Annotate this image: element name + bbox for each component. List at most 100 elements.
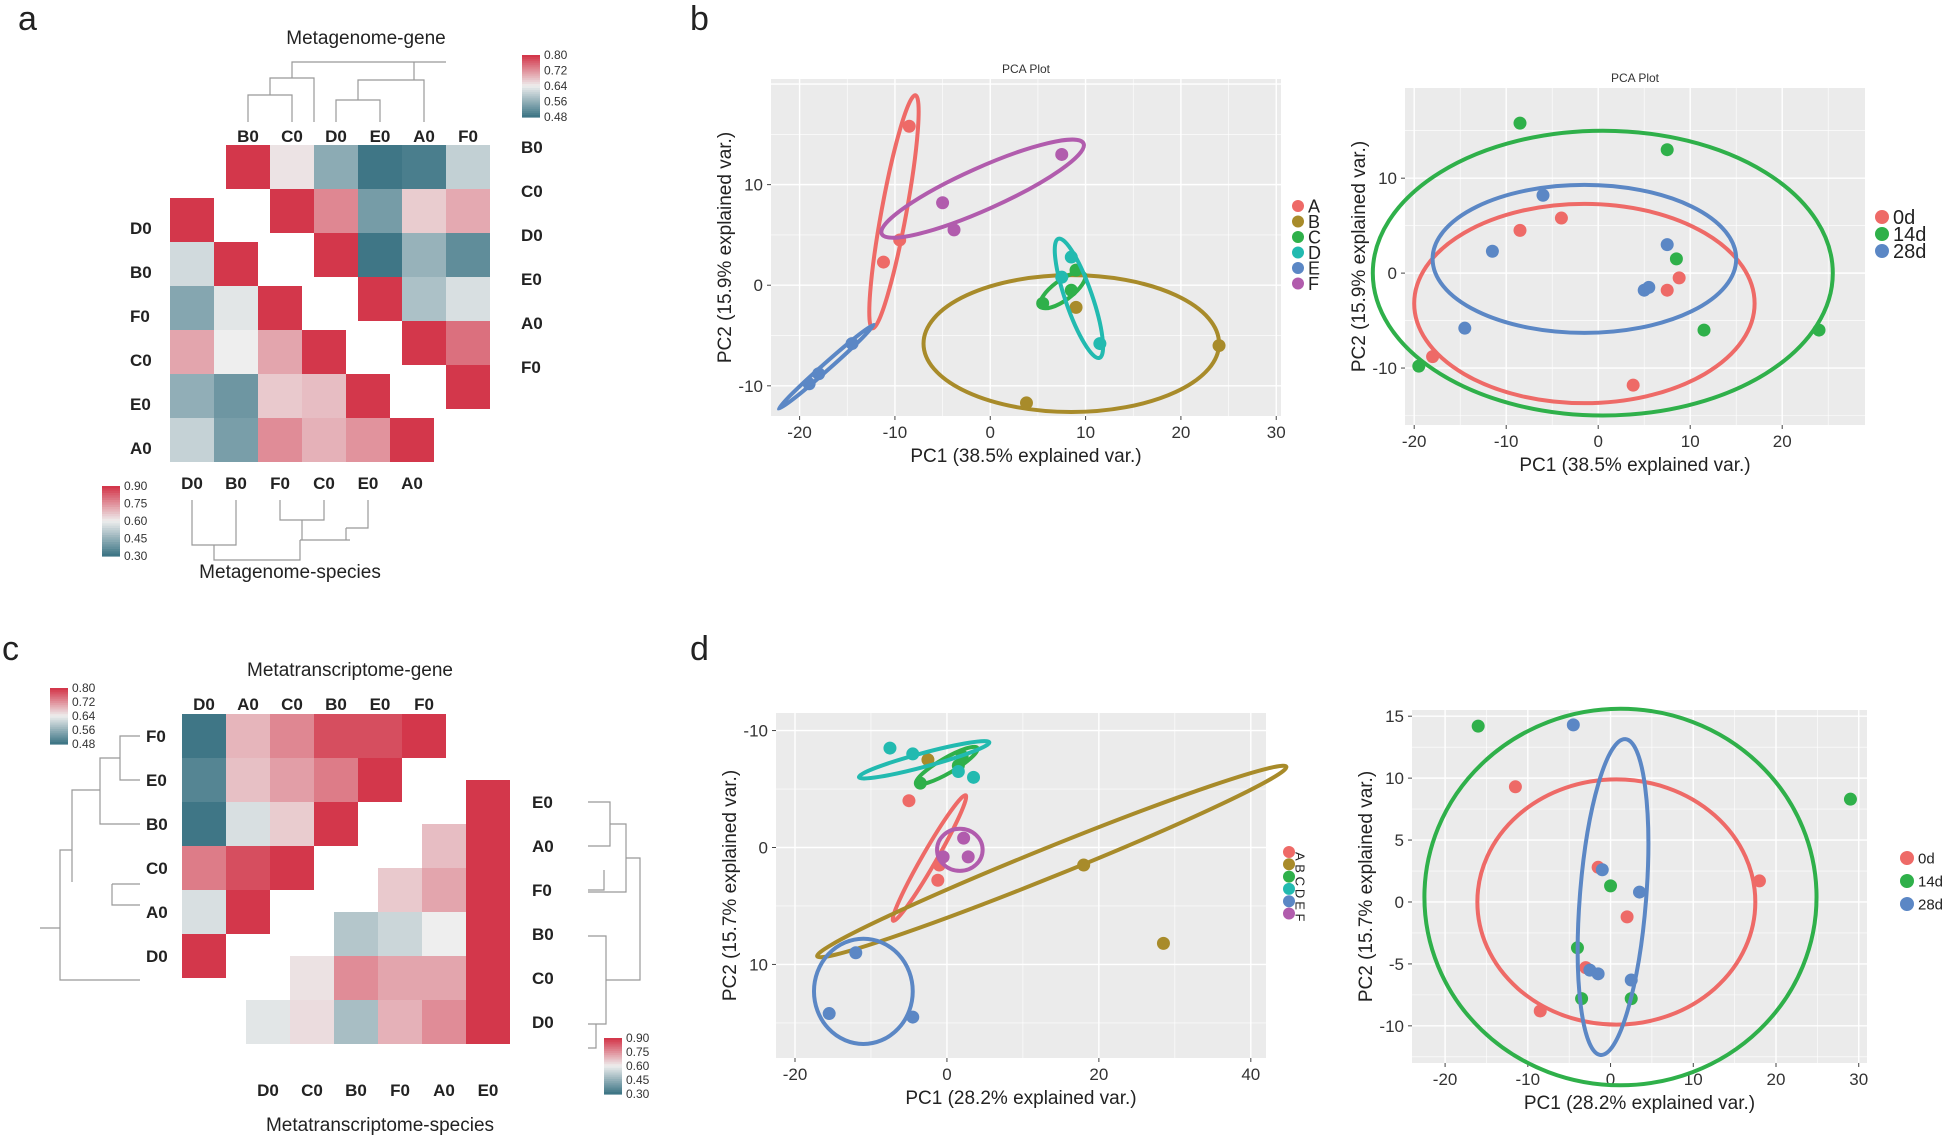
heatmap-row-label: B0 — [146, 815, 168, 834]
colorbar-tick-label: 0.90 — [626, 1031, 650, 1045]
heatmap-row-label: C0 — [146, 859, 168, 878]
colorbar-swatch — [50, 714, 68, 717]
colorbar-swatch — [102, 525, 120, 529]
point-14d — [1669, 252, 1683, 266]
heatmap-row-label: C0 — [532, 969, 554, 988]
x-tick-label: 30 — [1849, 1070, 1868, 1089]
heatmap-cell — [422, 868, 466, 912]
heatmap-col-label: C0 — [313, 474, 335, 493]
legend-key — [1283, 870, 1295, 883]
colorbar-swatch — [102, 542, 120, 545]
colorbar-swatch — [522, 96, 540, 99]
heatmap-cell — [446, 277, 490, 321]
colorbar-tick-label: 0.45 — [626, 1073, 650, 1087]
ellipse-14d — [1370, 128, 1835, 418]
x-tick-label: 0 — [1606, 1070, 1615, 1089]
heatmap-row-label: C0 — [130, 351, 152, 370]
colorbar-swatch — [604, 1086, 622, 1089]
colorbar-swatch — [50, 699, 68, 702]
heatmap-cell — [422, 956, 466, 1000]
heatmap-cell — [314, 758, 358, 802]
colorbar-swatch — [522, 69, 540, 73]
point-E — [822, 1007, 836, 1021]
heatmap-row-label: F0 — [532, 881, 552, 900]
y-tick-label: 5 — [1395, 831, 1404, 850]
colorbar-swatch — [522, 104, 540, 108]
heatmap-cell — [182, 802, 226, 846]
x-tick-label: -20 — [1402, 432, 1427, 451]
heatmap-cell — [270, 802, 314, 846]
x-tick-label: 0 — [1593, 432, 1602, 451]
heatmap-col-label: F0 — [270, 474, 290, 493]
heatmap-cell — [290, 1000, 334, 1044]
x-tick-label: -20 — [783, 1065, 808, 1084]
heatmap-cell — [226, 145, 270, 189]
heatmap-cell — [214, 286, 258, 330]
x-tick-label: 30 — [1267, 423, 1286, 442]
heatmap-xlabel: Metagenome-species — [199, 562, 381, 583]
colorbar-swatch — [604, 1062, 622, 1065]
point-E — [849, 946, 863, 960]
point-14d — [1471, 719, 1485, 733]
heatmap-cell — [466, 780, 510, 824]
heatmap-row-label: E0 — [532, 793, 553, 812]
colorbar-swatch — [522, 114, 540, 118]
colorbar-swatch — [50, 702, 68, 706]
legend-key — [1875, 210, 1889, 224]
heatmap-col-label: B0 — [345, 1081, 367, 1100]
heatmap-row-label: E0 — [130, 395, 151, 414]
point-F — [936, 850, 950, 864]
ellipse-28d — [1430, 182, 1739, 335]
heatmap-cell — [446, 145, 490, 189]
x-tick-label: -10 — [1494, 432, 1519, 451]
heatmap-xlabel: Metatranscriptome-species — [266, 1115, 494, 1135]
legend-key — [1292, 277, 1304, 290]
heatmap-cell — [378, 1000, 422, 1044]
legend-label: 0d — [1918, 850, 1935, 867]
colorbar-swatch — [522, 77, 540, 81]
colorbar-genes: 0.800.720.640.560.48 — [522, 48, 568, 124]
colorbar-swatch — [102, 546, 120, 550]
colorbar-species: 0.900.750.600.450.30 — [604, 1031, 650, 1101]
heatmap-cell — [258, 374, 302, 418]
y-tick-label: -10 — [1372, 359, 1397, 378]
heatmap-cell — [466, 868, 510, 912]
legend-key — [1875, 227, 1889, 241]
colorbar-swatch — [604, 1077, 622, 1080]
heatmap-cell — [226, 846, 270, 890]
heatmap-col-label: F0 — [390, 1081, 410, 1100]
point-0d — [1513, 223, 1527, 237]
colorbar-swatch — [604, 1090, 622, 1093]
colorbar-swatch — [102, 518, 120, 522]
point-28d — [1458, 321, 1472, 335]
point-C — [1036, 296, 1050, 310]
heatmap-cell — [170, 242, 214, 286]
heatmap-col-label: D0 — [257, 1081, 279, 1100]
ellipse-E — [776, 322, 876, 411]
panel-letter-b: b — [690, 0, 709, 38]
heatmap-col-label: A0 — [413, 127, 435, 146]
colorbar-swatch — [102, 544, 120, 548]
colorbar-swatch — [604, 1088, 622, 1091]
x-tick-label: 20 — [1171, 423, 1190, 442]
colorbar-swatch — [604, 1080, 622, 1084]
ellipse-F — [879, 137, 1086, 240]
point-B — [1212, 339, 1226, 353]
colorbar-swatch — [50, 725, 68, 728]
colorbar-swatch — [604, 1047, 622, 1050]
heatmap-col-label: F0 — [458, 127, 478, 146]
point-0d — [1660, 283, 1674, 297]
colorbar-genes: 0.800.720.640.560.48 — [50, 681, 96, 751]
dendrogram-branch — [40, 735, 140, 981]
point-B — [1019, 396, 1033, 410]
heatmap-cell — [170, 198, 214, 242]
heatmap-row-label: A0 — [130, 439, 152, 458]
heatmap-cell — [466, 912, 510, 956]
ellipse-B — [815, 763, 1289, 960]
colorbar-swatch — [102, 497, 120, 501]
legend-key — [1283, 858, 1295, 871]
heatmap-row-label: A0 — [532, 837, 554, 856]
colorbar-tick-label: 0.48 — [72, 737, 96, 751]
colorbar-swatch — [102, 507, 120, 510]
heatmap-cell — [314, 145, 358, 189]
